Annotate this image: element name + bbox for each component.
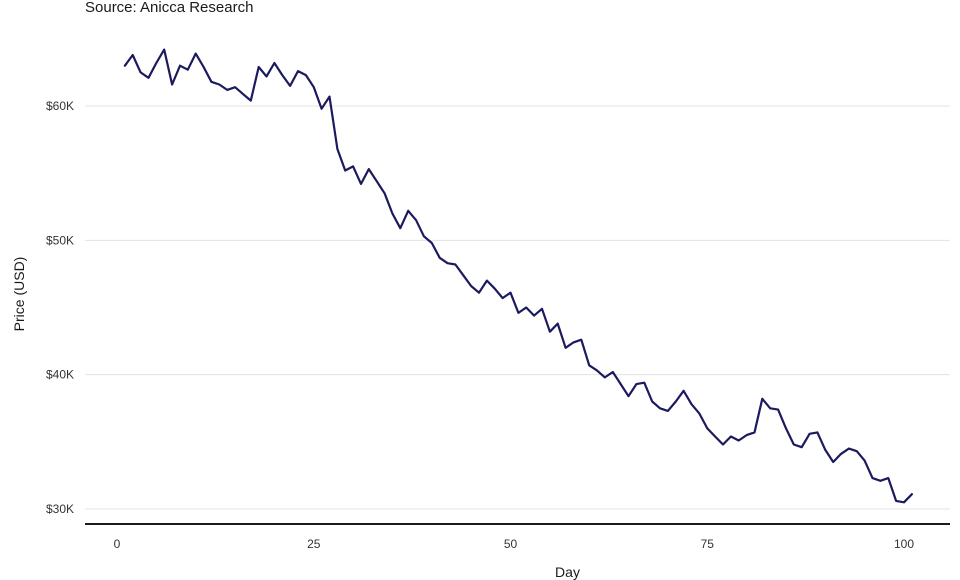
- y-axis-ticks: $30K $40K $50K $60K: [46, 99, 74, 516]
- x-axis-ticks: 0 25 50 75 100: [114, 537, 915, 551]
- x-tick-label: 75: [701, 537, 715, 551]
- x-tick-label: 50: [504, 537, 518, 551]
- chart-subtitle: Source: Anicca Research: [85, 0, 254, 16]
- x-axis-label: Day: [555, 564, 580, 580]
- y-tick-label: $40K: [46, 368, 74, 382]
- x-tick-label: 25: [307, 537, 321, 551]
- x-tick-label: 0: [114, 537, 121, 551]
- y-tick-label: $30K: [46, 502, 74, 516]
- x-tick-label: 100: [894, 537, 914, 551]
- gridlines: [85, 105, 950, 510]
- y-tick-label: $60K: [46, 99, 74, 113]
- y-tick-label: $50K: [46, 233, 74, 247]
- y-axis-label: Price (USD): [11, 257, 27, 332]
- price-line: [123, 48, 913, 504]
